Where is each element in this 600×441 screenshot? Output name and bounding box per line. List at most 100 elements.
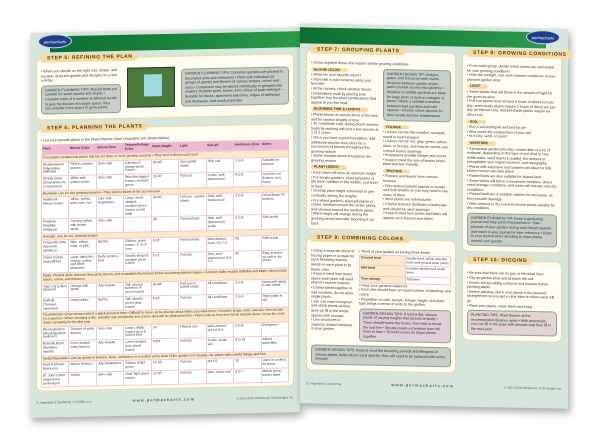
- table-cell: 3 to 8: [233, 279, 261, 295]
- table-cell: Partial shade: [178, 215, 207, 231]
- table-cell: Mauve flowers: [68, 361, 97, 373]
- list-item: For border gardens, plant tall plants at…: [311, 175, 379, 190]
- table-cell: Spring: [96, 238, 124, 254]
- table-cell: 6-18": [151, 237, 179, 253]
- list-item: To coordinate color during bloom season,…: [311, 122, 379, 137]
- step5-title: STEP 5: REFINING THE PLAN: [41, 52, 139, 63]
- table-cell: Full sun: [178, 294, 207, 310]
- table-cell: Lance-shaped, gray-green leaves: [123, 339, 152, 354]
- table-cell: 18-36": [151, 173, 179, 189]
- step5-tip-raised-beds: GARDEN PLANNING TIPS: Raised beds are su…: [41, 83, 121, 115]
- table-cell: St. John's Wort (Hypericum perforatum): [41, 372, 69, 388]
- table-cell: Well-drained, pH 4.5-5.5: [206, 322, 234, 338]
- column-header: Notes: [261, 139, 289, 151]
- table-cell: Full sun: [178, 172, 207, 188]
- table-cell: 3 to 8: [233, 214, 261, 230]
- table-cell: Filtered sun: [178, 323, 207, 339]
- table-cell: 3 to 8: [233, 157, 261, 173]
- table-cell: Creamy yellow with brown spots: [68, 218, 97, 234]
- copyright: © 2001-2016 Mindsource Technologies Inc.: [504, 385, 562, 391]
- table-cell: Grow well along in wet areas: [261, 278, 289, 294]
- table-cell: Attract butterflies: [261, 336, 289, 352]
- table-cell: Oval, light green leaves: [123, 370, 152, 386]
- column-header: Bloom Time: [96, 143, 124, 154]
- table-cell: Rich soil: [206, 157, 234, 173]
- table-cell: July-August: [96, 339, 124, 355]
- table-cell: Well-drained, loam, 6.0-7.4: [206, 236, 234, 252]
- table-cell: Rich, acidic soil: [206, 369, 234, 385]
- table-cell: Foxglove (Digitalis ambigua): [41, 218, 69, 234]
- table-cell: White, yellow, pink, rose, red: [68, 196, 97, 219]
- levels-table: Ground level Garden bed, which includes m…: [359, 254, 451, 285]
- list-item: Repetition of color, texture, foliage, h…: [359, 297, 451, 308]
- table-cell: Spring: [96, 296, 124, 312]
- step9-bulb-tip: GARDEN DESIGN TIPS: Keep in mind the blo…: [311, 344, 451, 368]
- subsection-label: BLOOM COLOR: [311, 67, 348, 73]
- table-cell: 5 to 8: [233, 322, 261, 338]
- step7-section: STEP 7: GROUPING PLANTS Group together t…: [306, 45, 456, 233]
- table-cell: 24-60": [151, 194, 179, 218]
- table-cell: Bunched jagged leaves, medium green: [123, 173, 152, 189]
- table-cell: 3 to 8: [233, 293, 261, 309]
- step6-section: STEP 6: PLANNING THE PLANTS List your fa…: [36, 122, 294, 393]
- table-cell: All: [233, 250, 261, 270]
- column-header: Hardiness Zone: [233, 140, 261, 152]
- table-cell: Partial shade: [178, 237, 207, 253]
- column-header: Texture/Foliage Color: [123, 142, 152, 154]
- brand-logo: permacharts: [526, 29, 560, 45]
- step9-section: STEP 9: COMBINING COLORS Using a separat…: [306, 233, 456, 374]
- step10-title: STEP 10: DIGGING: [467, 256, 534, 266]
- table-cell: Tiger Lily (Lilium tigrinum): [41, 283, 69, 299]
- step9-design-tip: GARDEN DESIGN TIPS: If land is flat, cho…: [359, 308, 451, 344]
- list-item: A proposed garden plot may contain littl…: [467, 146, 557, 166]
- list-item: Once you have a good foundation, add add…: [311, 135, 379, 155]
- header-bar: [50, 31, 300, 53]
- table-cell: All conditions: [206, 294, 234, 310]
- column-header: Soil pH: [206, 140, 234, 152]
- table-cell: Full sun – partial shade: [178, 193, 207, 217]
- list-item: Leaves can be red, gray, green, yellow, …: [383, 139, 451, 154]
- table-cell: 36-48": [151, 158, 179, 174]
- column-header: Bloom Color: [68, 143, 97, 155]
- column-header: Plant Height: [151, 142, 179, 153]
- table-cell: Glossy, bright green: [123, 360, 152, 372]
- step5-tip-containers: GARDEN PLANNING TIPS: Container gardens …: [181, 66, 289, 107]
- table-cell: Trusses of white flowers: [68, 325, 97, 341]
- table-cell: Full sun: [178, 359, 207, 371]
- table-cell: 6-18": [151, 295, 179, 311]
- table-cell: Plant bulbs in fall: [261, 292, 289, 308]
- table-cell: 5 to 10: [233, 336, 261, 352]
- table-cell: All: [233, 235, 261, 251]
- step5-section: STEP 5: REFINING THE PLAN When you decid…: [36, 52, 294, 121]
- table-cell: 36": [151, 216, 179, 232]
- list-item: Use structures to organize related eleme…: [311, 318, 355, 333]
- table-cell: Hollyhock (Alcea rosea): [41, 196, 69, 220]
- table-cell: 12-18": [151, 359, 179, 371]
- plant-planner-table: Plant Bloom Color Bloom Time Texture/Foliag…: [41, 139, 289, 388]
- table-cell: Oblong, green leaves, 2" to 3" long: [123, 238, 152, 254]
- table-cell: July-August: [96, 282, 124, 297]
- column-header: Light: [178, 141, 207, 153]
- list-item: You can enter evergreen and shrub plants…: [311, 299, 355, 318]
- table-cell: Deep yellow: [68, 296, 97, 312]
- step9-title: STEP 9: COMBINING COLORS: [311, 233, 410, 244]
- list-item: Keep in mind how trunks and limbs will a…: [383, 211, 451, 222]
- table-cell: [123, 217, 152, 233]
- list-item: At the nursery, check whether bloom comb…: [311, 86, 379, 106]
- planting-tip: PLANTING TIPS: Plant flowers at the reco…: [467, 309, 557, 337]
- table-cell: Basil (Ocimum basilicum): [41, 361, 69, 374]
- table-cell: All conditions: [206, 279, 234, 295]
- step6-title: STEP 6: PLANNING THE PLANTS: [41, 122, 149, 133]
- subsection-label: LIGHT: [467, 84, 489, 90]
- table-cell: July-September: [96, 360, 124, 372]
- table-cell: 6-12": [151, 252, 179, 271]
- copyright: © 2001-2016 Mindsource Technologies Inc.: [236, 395, 294, 401]
- list-item: Is it clay, sand, or loam?: [467, 134, 557, 140]
- table-cell: Blue, indigo, white or pink: [68, 239, 97, 255]
- right-page: permacharts STEP 7: GROUPING PLANTS Grou…: [300, 23, 573, 409]
- table-cell: Shasta Daisy (Chrysanthemum maximum): [41, 175, 69, 191]
- page-footer: 3 | Vegetable & Gardening: [306, 381, 342, 387]
- table-cell: Daffodil (Trumpet narcissus): [41, 297, 69, 313]
- table-cell: Early summer-frost: [96, 253, 124, 272]
- table-cell: Large, heart-shaped, medium-green leaves…: [123, 195, 152, 218]
